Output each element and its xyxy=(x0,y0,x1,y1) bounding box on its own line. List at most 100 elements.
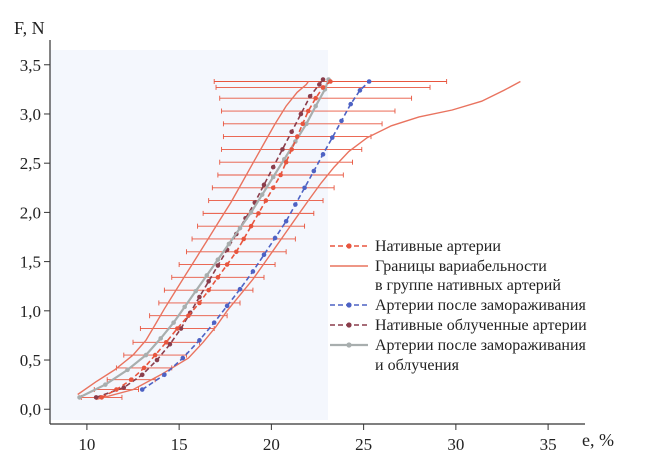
data-point xyxy=(178,326,184,331)
data-point xyxy=(77,395,82,400)
data-point xyxy=(320,77,326,82)
data-point xyxy=(283,218,289,224)
legend-swatch-marker xyxy=(346,302,352,308)
data-point xyxy=(289,129,294,134)
y-axis-label: F, N xyxy=(14,18,45,38)
data-point xyxy=(193,288,199,294)
data-point xyxy=(313,103,318,109)
data-point xyxy=(139,372,145,378)
data-point xyxy=(298,111,304,117)
y-tick-label: 0,0 xyxy=(20,400,41,419)
data-point xyxy=(320,85,326,90)
y-tick-label: 1,5 xyxy=(20,253,41,272)
data-point xyxy=(270,164,276,170)
data-point xyxy=(339,118,344,124)
x-axis-label: e, % xyxy=(582,430,614,450)
data-point xyxy=(283,159,289,165)
data-point xyxy=(270,174,276,180)
data-point xyxy=(125,367,130,373)
data-point xyxy=(248,210,254,215)
data-point xyxy=(329,135,335,140)
data-point xyxy=(114,387,119,392)
legend-label: Нативные артерии xyxy=(375,238,501,255)
legend-swatch-marker xyxy=(346,342,352,348)
x-tick-label: 35 xyxy=(540,435,557,454)
data-point xyxy=(366,79,372,84)
series-line-3 xyxy=(95,79,324,399)
data-point xyxy=(197,300,202,306)
x-tick-label: 10 xyxy=(78,435,95,454)
data-point xyxy=(206,287,211,293)
y-tick-label: 3,0 xyxy=(20,105,41,124)
data-point xyxy=(311,168,317,174)
data-point xyxy=(93,395,99,400)
data-point xyxy=(154,357,160,363)
data-point xyxy=(294,134,300,139)
data-point xyxy=(272,235,278,241)
data-point xyxy=(357,88,363,93)
y-tick-label: 3,5 xyxy=(20,56,41,75)
data-point xyxy=(174,326,180,331)
data-point xyxy=(250,269,256,274)
data-point xyxy=(103,382,108,387)
data-point xyxy=(256,211,261,216)
y-tick-label: 1,0 xyxy=(20,302,41,321)
data-point xyxy=(211,320,217,325)
data-point xyxy=(293,202,298,207)
data-point xyxy=(302,185,307,191)
data-point xyxy=(197,294,202,300)
data-point xyxy=(215,257,221,262)
legend-label: Артерии после замораживания xyxy=(375,297,587,314)
data-point xyxy=(224,303,230,309)
data-point xyxy=(180,355,186,361)
data-point xyxy=(289,147,294,152)
data-point xyxy=(143,352,149,358)
legend-label: и облучения xyxy=(375,357,460,374)
data-point xyxy=(186,313,191,319)
data-point xyxy=(171,320,176,325)
data-point xyxy=(215,275,221,280)
data-point xyxy=(226,241,232,247)
x-tick-label: 30 xyxy=(447,435,464,454)
data-point xyxy=(204,273,210,278)
y-tick-label: 2,5 xyxy=(20,154,41,173)
data-point xyxy=(182,304,187,310)
data-point xyxy=(300,121,306,127)
y-tick-label: 0,5 xyxy=(20,351,41,370)
data-point xyxy=(128,377,134,383)
x-tick-label: 15 xyxy=(171,435,188,454)
data-point xyxy=(313,95,318,101)
series-line-0 xyxy=(101,80,331,399)
data-point xyxy=(158,336,163,341)
data-point xyxy=(248,223,254,229)
data-point xyxy=(241,236,247,242)
data-point xyxy=(167,341,173,347)
data-point xyxy=(328,79,333,84)
x-tick-label: 20 xyxy=(263,435,280,454)
data-point xyxy=(261,252,267,258)
x-tick-label: 25 xyxy=(355,435,372,454)
legend-swatch-marker xyxy=(346,243,352,249)
data-point xyxy=(259,192,265,197)
data-point xyxy=(141,365,147,371)
data-point xyxy=(261,182,267,188)
data-point xyxy=(163,340,169,345)
y-tick-label: 2,0 xyxy=(20,203,41,222)
data-point xyxy=(348,101,354,107)
data-point xyxy=(280,147,285,152)
data-point xyxy=(305,108,311,114)
data-point xyxy=(234,249,239,255)
legend-swatch-marker xyxy=(346,322,352,328)
data-point xyxy=(206,278,211,284)
data-point xyxy=(224,262,230,267)
variability-bound-lower-line xyxy=(77,81,309,396)
data-point xyxy=(162,372,167,378)
data-point xyxy=(317,82,322,87)
data-point xyxy=(278,172,283,178)
data-point xyxy=(197,338,202,343)
data-point xyxy=(139,387,145,392)
data-point xyxy=(304,121,309,127)
legend-label: Артерии после замораживания xyxy=(375,337,587,354)
